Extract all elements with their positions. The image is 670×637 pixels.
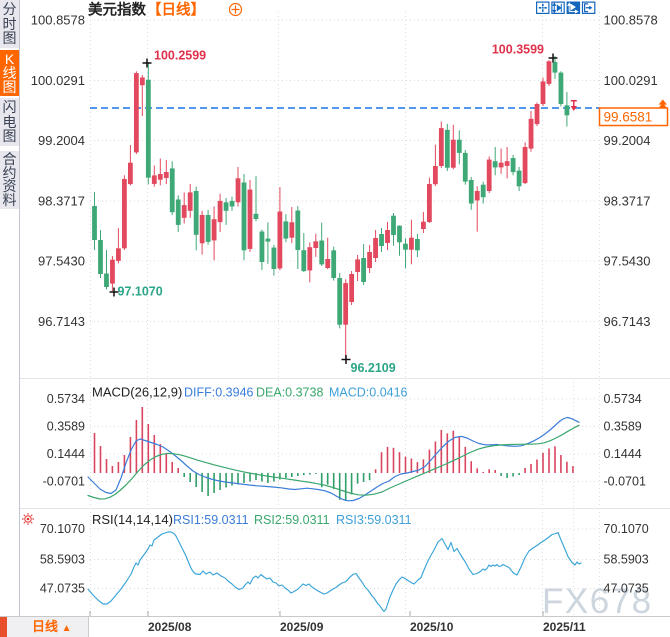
svg-text:58.5903: 58.5903 (40, 553, 85, 567)
svg-text:99.2004: 99.2004 (604, 133, 651, 148)
svg-text:MACD(26,12,9): MACD(26,12,9) (92, 385, 182, 400)
svg-text:97.1070: 97.1070 (118, 285, 163, 299)
svg-text:70.1070: 70.1070 (604, 522, 649, 536)
svg-text:RSI(14,14,14): RSI(14,14,14) (92, 512, 173, 527)
svg-text:100.8578: 100.8578 (31, 13, 85, 28)
svg-text:美元指数: 美元指数 (88, 1, 146, 19)
svg-text:100.3599: 100.3599 (492, 43, 544, 57)
svg-text:FX678: FX678 (542, 582, 653, 621)
svg-text:70.1070: 70.1070 (40, 522, 85, 536)
svg-text:47.0735: 47.0735 (604, 582, 649, 596)
svg-text:58.5903: 58.5903 (604, 553, 649, 567)
svg-text:0.1444: 0.1444 (604, 447, 642, 461)
svg-text:100.0291: 100.0291 (604, 73, 658, 88)
svg-text:98.3717: 98.3717 (38, 194, 85, 209)
svg-text:【日线】: 【日线】 (147, 1, 205, 19)
svg-text:RSI2:59.0311: RSI2:59.0311 (254, 513, 330, 527)
svg-text:MACD:0.0416: MACD:0.0416 (329, 386, 408, 400)
svg-text:96.7143: 96.7143 (38, 314, 85, 329)
svg-text:RSI3:59.0311: RSI3:59.0311 (336, 513, 412, 527)
svg-text:98.3717: 98.3717 (604, 194, 651, 209)
svg-text:DEA:0.3738: DEA:0.3738 (256, 386, 323, 400)
svg-text:RSI1:59.0311: RSI1:59.0311 (173, 513, 249, 527)
svg-text:0.3589: 0.3589 (47, 420, 85, 434)
svg-text:100.0291: 100.0291 (31, 73, 85, 88)
svg-text:0.5734: 0.5734 (604, 392, 642, 406)
svg-text:100.8578: 100.8578 (604, 13, 658, 28)
svg-text:99.6581: 99.6581 (604, 110, 653, 125)
svg-text:-0.0701: -0.0701 (43, 475, 85, 489)
svg-text:96.7143: 96.7143 (604, 314, 651, 329)
svg-text:DIFF:0.3946: DIFF:0.3946 (184, 386, 254, 400)
svg-text:96.2109: 96.2109 (351, 361, 396, 375)
svg-text:99.2004: 99.2004 (38, 133, 85, 148)
svg-text:47.0735: 47.0735 (40, 582, 85, 596)
svg-text:0.5734: 0.5734 (47, 392, 85, 406)
svg-text:100.2599: 100.2599 (154, 49, 206, 63)
svg-text:0.3589: 0.3589 (604, 420, 642, 434)
svg-text:-0.0701: -0.0701 (604, 475, 646, 489)
svg-text:97.5430: 97.5430 (604, 254, 651, 269)
svg-text:0.1444: 0.1444 (47, 447, 85, 461)
svg-text:97.5430: 97.5430 (38, 254, 85, 269)
